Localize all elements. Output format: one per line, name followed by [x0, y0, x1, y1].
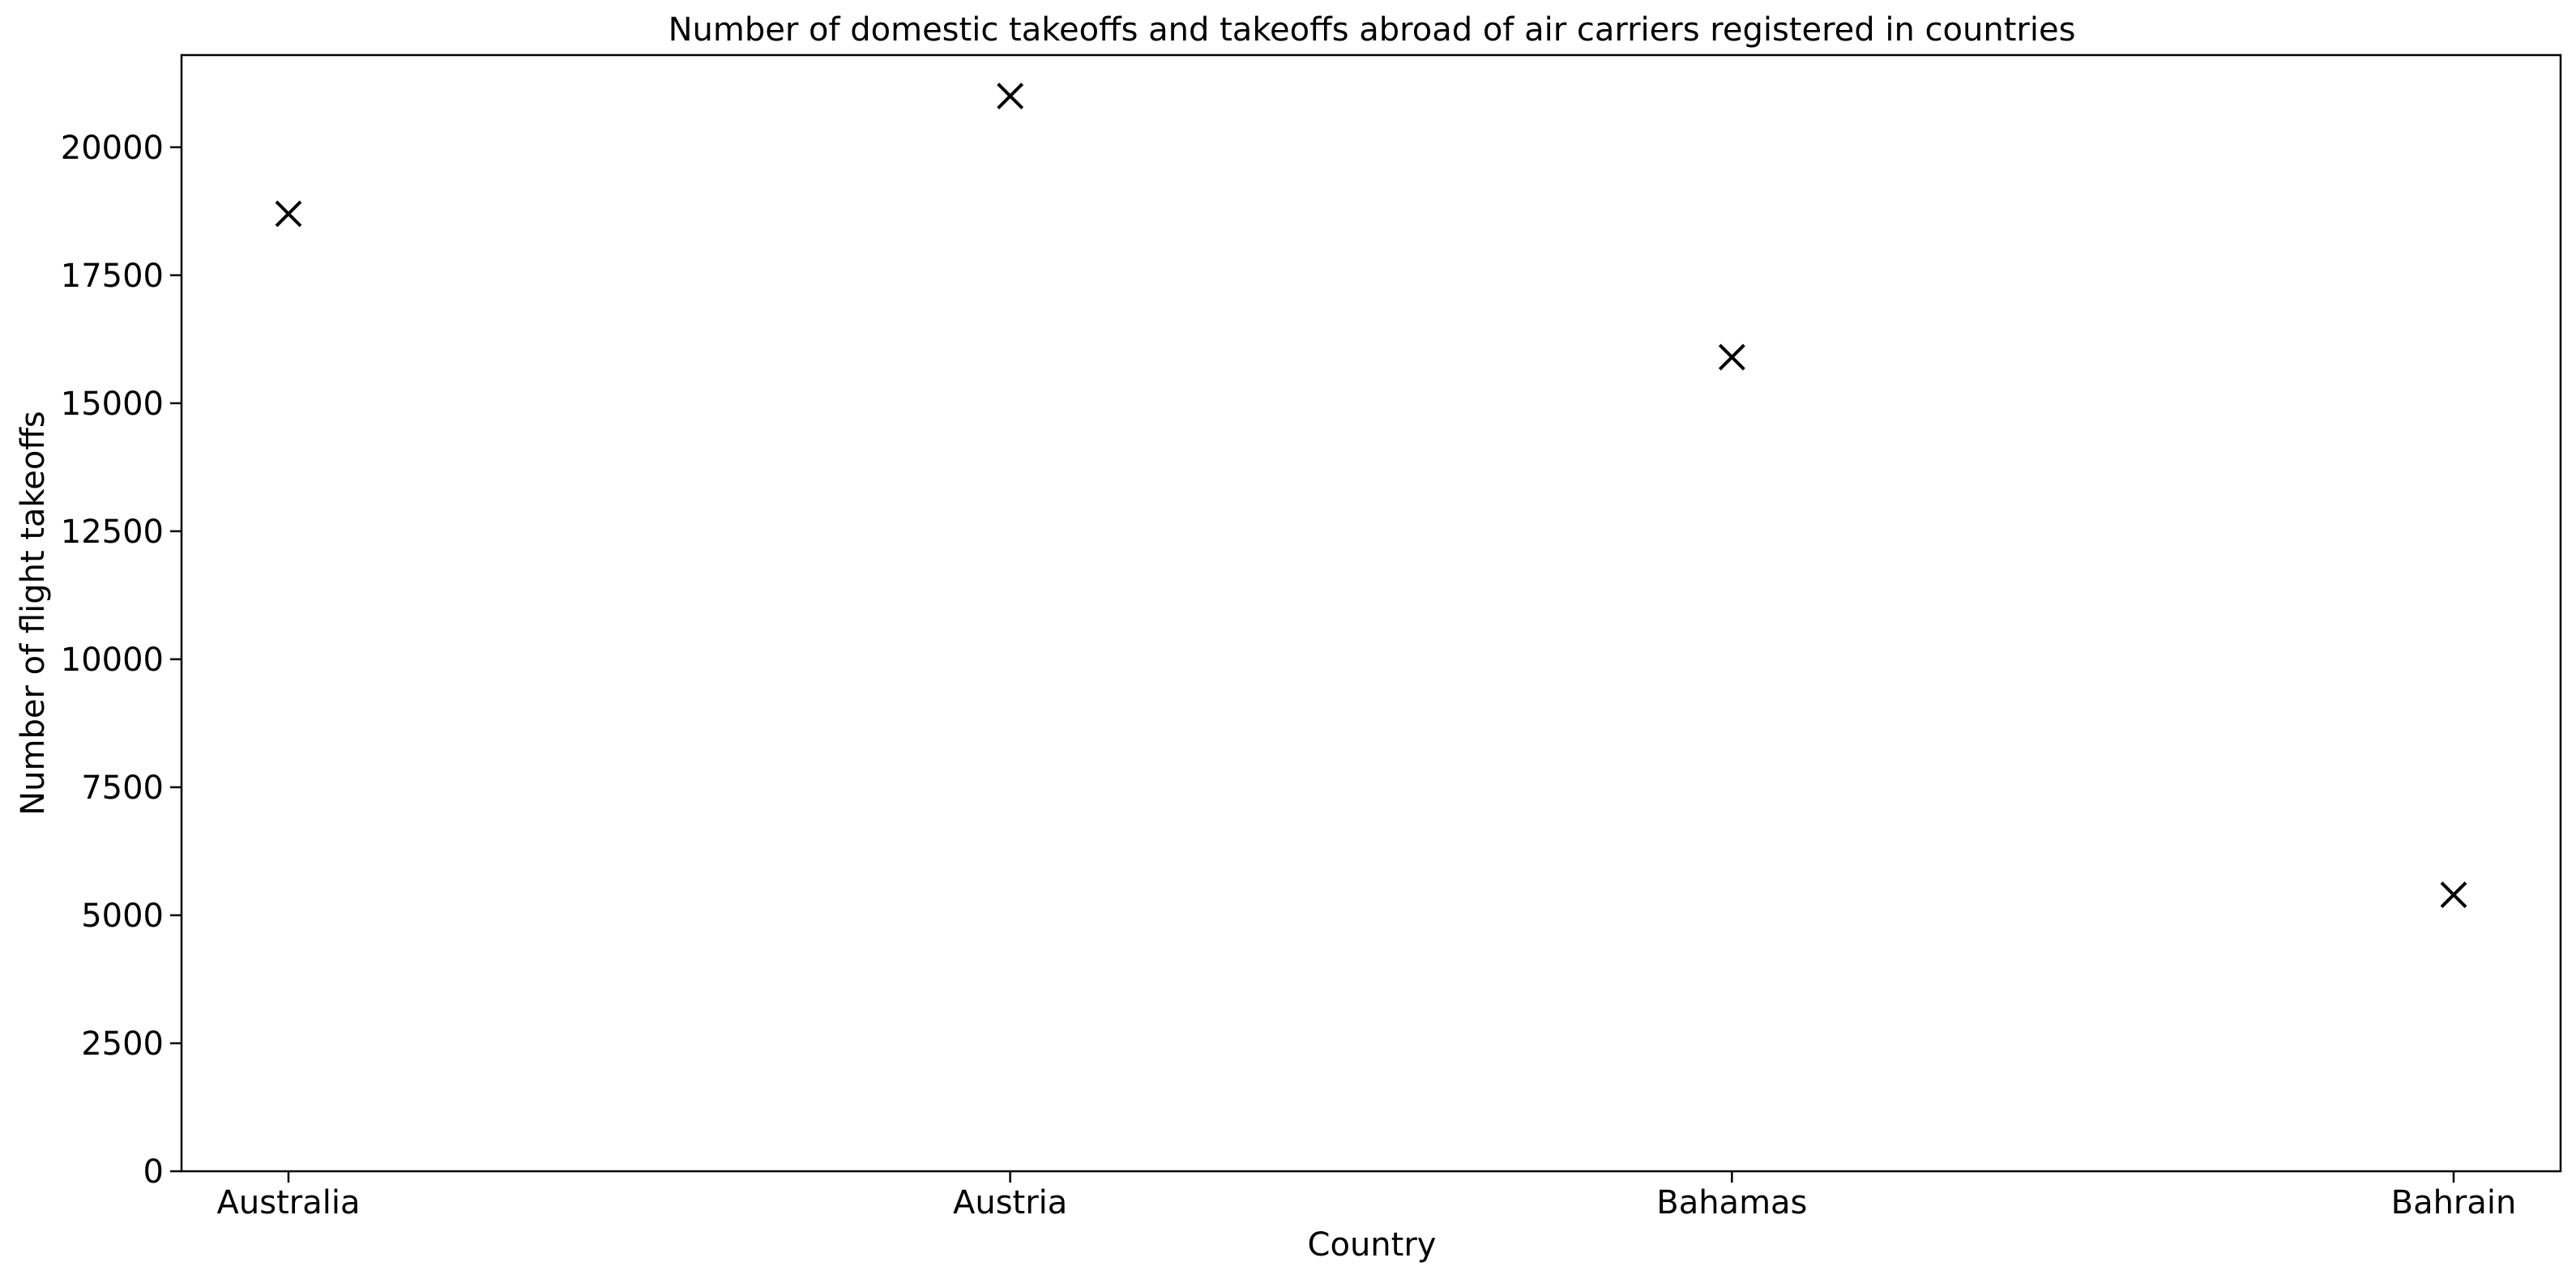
x-tick-label: Australia	[217, 1184, 361, 1221]
data-point	[2440, 881, 2467, 909]
y-tick-label: 12500	[61, 514, 164, 551]
data-point	[1718, 343, 1745, 371]
y-tick-label: 17500	[61, 258, 164, 295]
x-axis-label: Country	[1308, 1226, 1437, 1264]
x-tick-label: Bahamas	[1656, 1184, 1807, 1221]
data-point	[275, 200, 302, 228]
plot-frame	[180, 53, 2562, 1173]
chart-title: Number of domestic takeoffs and takeoffs…	[669, 11, 2076, 49]
x-tick-label: Austria	[953, 1184, 1067, 1221]
x-tick-label: Bahrain	[2391, 1184, 2517, 1221]
y-tick-label: 2500	[81, 1025, 164, 1063]
y-tick-label: 10000	[61, 642, 164, 679]
y-tick-label: 0	[143, 1153, 164, 1191]
y-tick-label: 20000	[61, 130, 164, 167]
y-axis-ticks: 0 2500 5000 7500 10000 12500 15000 17500 20000	[61, 130, 182, 1191]
data-markers	[275, 83, 2467, 909]
x-axis-ticks: Australia Austria Bahamas Bahrain	[217, 1171, 2517, 1221]
y-tick-label: 15000	[61, 386, 164, 423]
y-tick-label: 5000	[81, 897, 164, 935]
y-axis-label: Number of flight takeoffs	[15, 411, 52, 816]
y-tick-label: 7500	[81, 770, 164, 807]
data-point	[997, 83, 1024, 109]
